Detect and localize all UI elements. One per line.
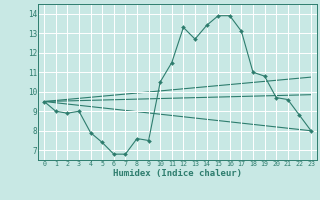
X-axis label: Humidex (Indice chaleur): Humidex (Indice chaleur): [113, 169, 242, 178]
